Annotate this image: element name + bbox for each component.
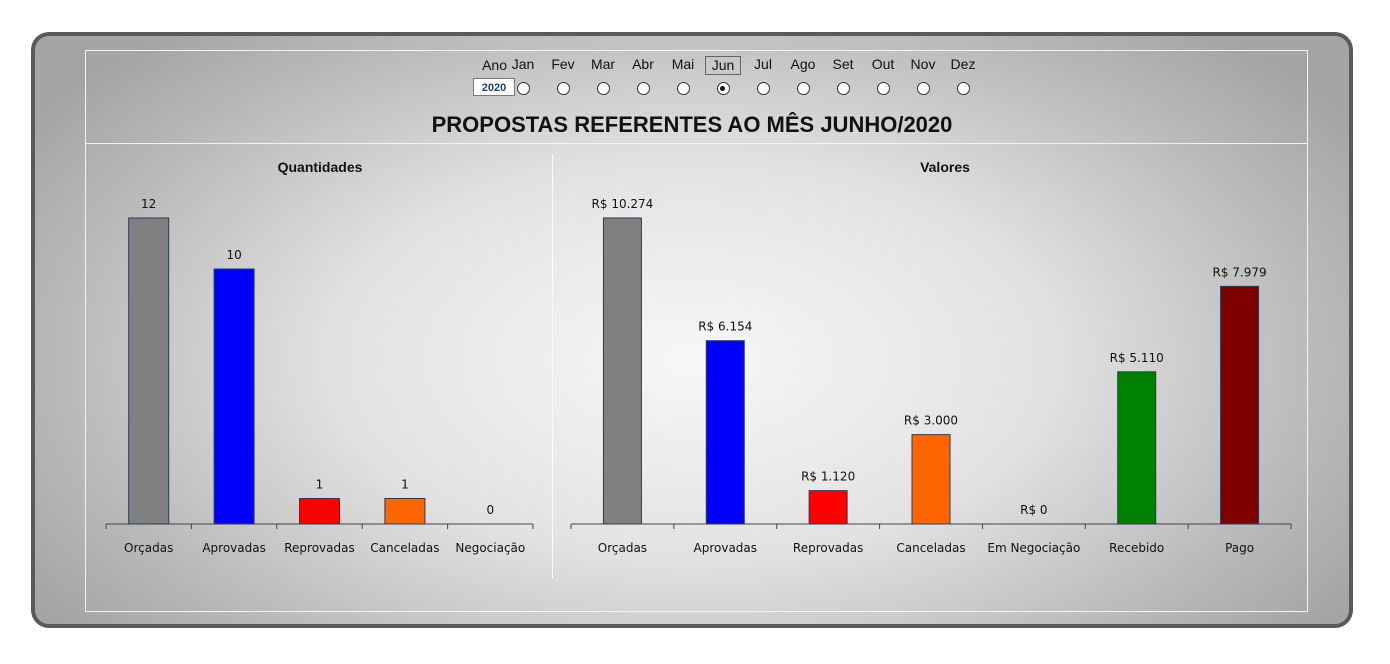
bar-1-1 [705, 340, 745, 525]
data-label-1-2: R$ 1.120 [801, 470, 855, 484]
chart-title-valores: Valores [920, 159, 970, 175]
data-label-1-4: R$ 0 [1020, 503, 1047, 517]
category-label-1-1: Aprovadas [694, 541, 758, 555]
month-label-jun: Jun [705, 56, 741, 75]
month-label-set: Set [832, 56, 854, 72]
month-label-nov: Nov [910, 56, 936, 72]
bar-1-0 [602, 217, 642, 525]
month-radio-nov[interactable] [916, 82, 930, 95]
month-radio-mai[interactable] [676, 82, 690, 95]
month-radio-abr[interactable] [636, 82, 650, 95]
year-label: Ano [482, 57, 507, 73]
month-label-abr: Abr [632, 56, 654, 72]
category-label-1-5: Recebido [1109, 541, 1164, 555]
header-divider [85, 143, 1308, 144]
month-radio-jun[interactable] [716, 82, 730, 95]
year-input[interactable]: 2020 [473, 78, 515, 96]
data-label-0-3: 1 [401, 478, 409, 492]
month-label-mar: Mar [590, 56, 616, 72]
bar-0-0 [128, 217, 170, 525]
category-label-1-2: Reprovadas [793, 541, 864, 555]
data-label-0-4: 0 [486, 503, 494, 517]
month-radio-dez[interactable] [956, 82, 970, 95]
month-radio-jan[interactable] [516, 82, 530, 95]
dashboard-frame: Ano 2020 Jan Fev Mar Abr Mai Jun Jul Ago Set Out N… [31, 32, 1353, 628]
bar-0-3 [384, 498, 426, 525]
month-label-ago: Ago [790, 56, 816, 72]
data-label-1-5: R$ 5.110 [1110, 351, 1164, 365]
category-label-0-2: Reprovadas [284, 541, 355, 555]
month-label-mai: Mai [671, 56, 695, 72]
data-label-1-6: R$ 7.979 [1213, 265, 1267, 279]
month-label-fev: Fev [551, 56, 575, 72]
data-label-1-0: R$ 10.274 [592, 197, 654, 211]
month-radio-out[interactable] [876, 82, 890, 95]
category-label-0-0: Orçadas [124, 541, 173, 555]
data-label-0-0: 12 [141, 197, 156, 211]
category-label-0-4: Negociação [455, 541, 525, 555]
bar-0-2 [299, 498, 340, 525]
bar-1-2 [808, 490, 848, 525]
bar-0-1 [213, 268, 255, 525]
chart-divider [552, 154, 553, 578]
month-radio-ago[interactable] [796, 82, 810, 95]
category-label-1-4: Em Negociação [987, 541, 1080, 555]
month-radio-jul[interactable] [756, 82, 770, 95]
page-title: PROPOSTAS REFERENTES AO MÊS JUNHO/2020 [431, 112, 953, 137]
data-label-1-3: R$ 3.000 [904, 414, 958, 428]
category-label-0-3: Canceladas [370, 541, 439, 555]
month-radio-mar[interactable] [596, 82, 610, 95]
category-label-1-0: Orçadas [598, 541, 647, 555]
month-label-jul: Jul [754, 56, 772, 72]
month-label-jan: Jan [511, 56, 535, 72]
dashboard-panel [85, 50, 1308, 612]
chart-title-quantidades: Quantidades [277, 159, 363, 175]
charts-svg: 12 Orçadas 10 Aprovadas 1 Reprovadas 1 Cancelad… [105, 197, 1292, 555]
bar-1-5 [1117, 371, 1157, 525]
data-label-0-2: 1 [316, 478, 324, 492]
data-label-1-1: R$ 6.154 [698, 320, 752, 334]
bar-1-6 [1220, 285, 1260, 525]
category-label-1-3: Canceladas [896, 541, 965, 555]
bar-1-3 [911, 434, 951, 525]
month-label-out: Out [871, 56, 895, 72]
month-radio-set[interactable] [836, 82, 850, 95]
month-label-dez: Dez [950, 56, 976, 72]
category-label-0-1: Aprovadas [202, 541, 266, 555]
category-label-1-6: Pago [1225, 541, 1254, 555]
data-label-0-1: 10 [226, 248, 241, 262]
month-radio-fev[interactable] [556, 82, 570, 95]
